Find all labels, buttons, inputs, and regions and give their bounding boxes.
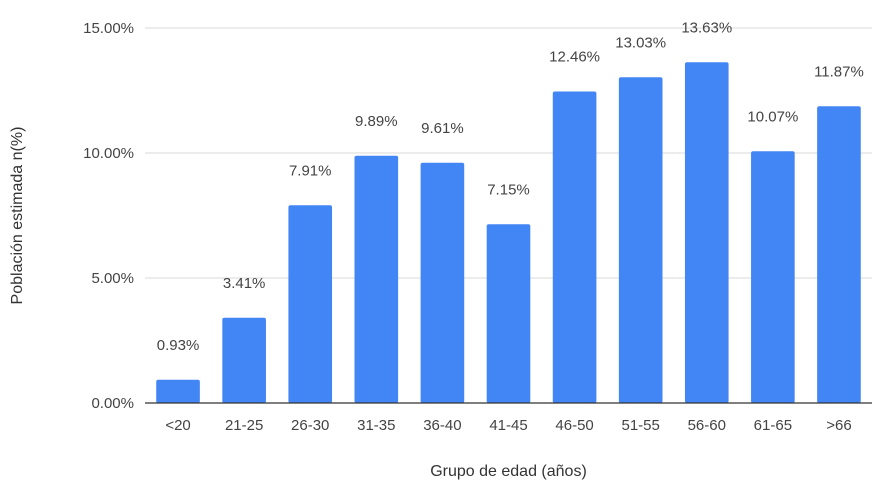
data-label: 7.15% (487, 181, 530, 198)
bar (354, 155, 399, 403)
y-tick-label: 15.00% (83, 20, 134, 37)
data-label: 9.89% (355, 113, 398, 130)
y-tick-label: 0.00% (91, 395, 134, 412)
x-tick-label: 26-30 (291, 417, 329, 434)
x-tick-label: >66 (826, 417, 851, 434)
bar (751, 151, 795, 403)
x-tick-label: 31-35 (357, 417, 395, 434)
bar (684, 62, 729, 403)
data-label: 13.03% (615, 34, 666, 51)
data-label: 10.07% (747, 108, 798, 125)
x-tick-label: 21-25 (225, 417, 263, 434)
x-tick-label: 46-50 (555, 417, 593, 434)
data-label: 9.61% (421, 120, 464, 137)
data-label: 7.91% (289, 162, 332, 179)
bars (156, 62, 861, 403)
x-tick-label: 41-45 (489, 417, 527, 434)
y-tick-label: 10.00% (83, 145, 134, 162)
y-tick-label: 5.00% (91, 270, 134, 287)
data-label: 0.93% (157, 337, 200, 354)
bar (156, 379, 200, 403)
y-axis-title: Población estimada n(%) (9, 127, 26, 305)
bar (288, 205, 333, 403)
bar (817, 106, 861, 403)
bar (420, 162, 465, 403)
bar (552, 91, 597, 403)
data-label: 12.46% (549, 49, 600, 66)
y-axis-ticks: 0.00% 5.00% 10.00% 15.00% (83, 20, 134, 412)
x-tick-label: 56-60 (688, 417, 726, 434)
data-labels: 0.93% 3.41% 7.91% 9.89% 9.61% 7.15% 12.46% 13.0… (157, 19, 864, 354)
bar (486, 224, 531, 403)
bar (222, 317, 266, 403)
data-label: 11.87% (814, 63, 864, 80)
data-label: 13.63% (681, 19, 732, 36)
x-axis-title: Grupo de edad (años) (430, 463, 587, 480)
x-tick-label: 36-40 (423, 417, 461, 434)
data-label: 3.41% (223, 275, 266, 292)
x-tick-label: 61-65 (754, 417, 792, 434)
x-tick-label: 51-55 (621, 417, 659, 434)
bar (618, 77, 663, 403)
x-axis-ticks: <20 21-25 26-30 31-35 36-40 41-45 46-50 51-55 56… (165, 417, 851, 434)
x-tick-label: <20 (165, 417, 190, 434)
